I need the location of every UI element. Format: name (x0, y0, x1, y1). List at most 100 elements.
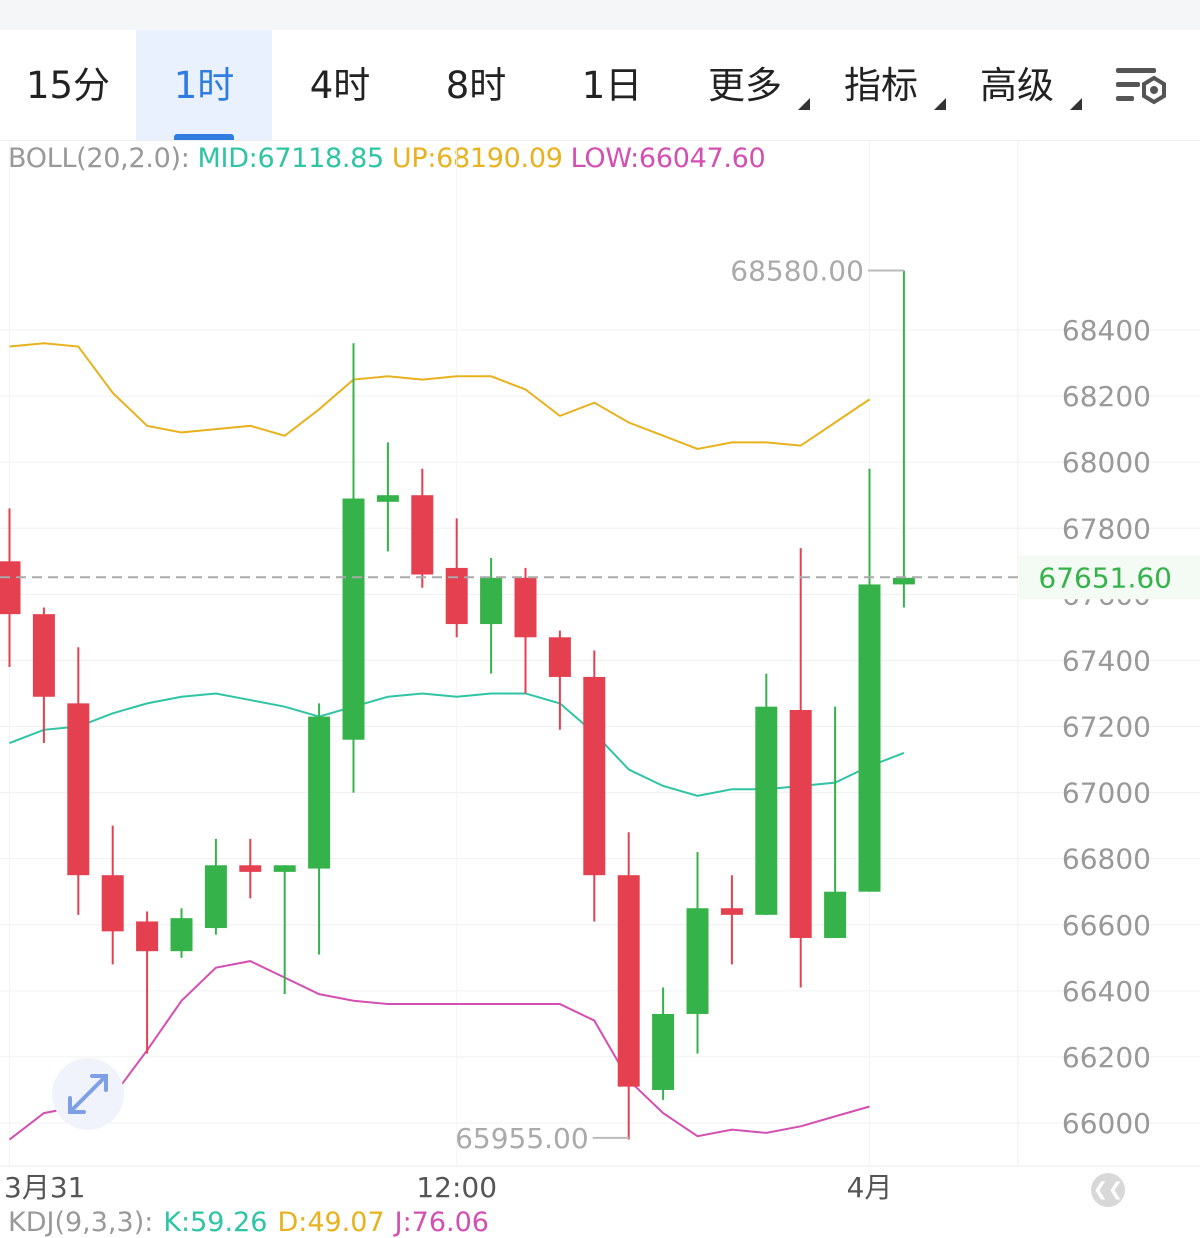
boll-legend: BOLL(20,2.0): MID:67118.85 UP:68190.09 LOW:… (8, 143, 773, 174)
candle (480, 557, 503, 674)
low-annotation-label: 65955.00 (455, 1122, 589, 1155)
candle (136, 911, 159, 1054)
kdj-d-value: D:49.07 (277, 1207, 385, 1238)
boll-label: BOLL(20,2.0): (8, 143, 190, 174)
scroll-to-latest-button[interactable]: ❮❮ (1091, 1173, 1125, 1207)
time-tick-label: 3月31 (4, 1171, 85, 1204)
last-price-badge (1018, 555, 1200, 600)
candle (548, 630, 571, 730)
candle (411, 468, 434, 588)
chart-settings-icon[interactable] (1112, 62, 1172, 112)
kdj-j-value: J:76.06 (394, 1207, 489, 1238)
candle-body (720, 908, 743, 915)
candle-body (892, 577, 915, 585)
candle-body (824, 891, 847, 938)
candle-body (101, 875, 124, 932)
kdj-label: KDJ(9,3,3): (8, 1207, 154, 1238)
candle (308, 703, 331, 955)
candle-body (755, 706, 778, 915)
candle-body (204, 865, 227, 929)
kdj-legend: KDJ(9,3,3): K:59.26 D:49.07 J:76.06 (8, 1207, 499, 1238)
candle-body (239, 865, 262, 872)
candle-body (67, 703, 90, 876)
candle (755, 673, 778, 915)
candle-body (32, 614, 55, 697)
boll-up-line (9, 342, 871, 450)
price-tick-label: 66000 (1062, 1107, 1151, 1140)
price-tick-label: 67200 (1062, 711, 1151, 744)
candle-body (514, 577, 537, 638)
boll-mid-value: MID:67118.85 (197, 143, 385, 174)
candle (170, 908, 193, 958)
candle-body (0, 561, 21, 615)
active-tab-indicator (174, 134, 234, 140)
candle-body (342, 498, 365, 740)
candle-body (376, 495, 399, 502)
k-scroll-icon: ❮❮ (1092, 1179, 1124, 1200)
candle (617, 832, 640, 1140)
candle (101, 825, 124, 965)
high-annotation-label: 68580.00 (730, 255, 864, 288)
dropdown-corner-icon (934, 98, 946, 110)
candle (0, 508, 21, 668)
boll-low-value: LOW:66047.60 (570, 143, 766, 174)
candle-body (170, 918, 193, 952)
candle (239, 838, 262, 899)
candle-body (548, 637, 571, 677)
candle (204, 838, 227, 935)
price-tick-label: 66600 (1062, 909, 1151, 942)
tab-4h[interactable]: 4时 (309, 64, 371, 107)
candle (376, 442, 399, 552)
candle (342, 343, 365, 793)
tab-1d[interactable]: 1日 (581, 64, 643, 107)
dropdown-corner-icon (798, 98, 810, 110)
candle (652, 987, 675, 1100)
price-tick-label: 66200 (1062, 1041, 1151, 1074)
candle (824, 706, 847, 938)
tab-8h[interactable]: 8时 (445, 64, 507, 107)
candle-body (617, 875, 640, 1087)
candle-body (583, 676, 606, 876)
kdj-k-value: K:59.26 (163, 1207, 268, 1238)
time-tick-label: 12:00 (416, 1171, 497, 1204)
time-tick-label: 4月 (847, 1171, 893, 1204)
boll-up-value: UP:68190.09 (391, 143, 563, 174)
price-tick-label: 67800 (1062, 512, 1151, 545)
price-tick-label: 67000 (1062, 777, 1151, 810)
candle (32, 607, 55, 744)
tab-indicators-dropdown[interactable]: 指标 (836, 30, 948, 140)
tab-more-dropdown[interactable]: 更多 (700, 30, 812, 140)
candlestick-chart[interactable]: 66000 66200 66400 66600 66800 67000 67200 67400… (0, 141, 1200, 1207)
candle (67, 647, 90, 915)
candle (686, 852, 709, 1054)
candle-body (273, 865, 296, 872)
candle (273, 865, 296, 995)
candle-body (445, 567, 468, 625)
tab-advanced-dropdown[interactable]: 高级 (972, 30, 1084, 140)
price-tick-label: 68400 (1062, 314, 1151, 347)
tab-1h[interactable]: 1时 (136, 30, 272, 140)
candle-body (411, 495, 434, 575)
candle (858, 468, 881, 892)
price-tick-label: 66800 (1062, 843, 1151, 876)
candle-body (789, 709, 812, 938)
candle-body (652, 1013, 675, 1090)
price-tick-label: 68000 (1062, 446, 1151, 479)
candle (583, 650, 606, 922)
boll-mid-line (9, 692, 905, 797)
candle (789, 548, 812, 988)
boll-low-line (8, 960, 870, 1141)
expand-chart-button[interactable] (52, 1058, 124, 1130)
candle-body (686, 908, 709, 1014)
candle-body (858, 584, 881, 892)
tab-15m[interactable]: 15分 (25, 64, 111, 107)
candle-body (480, 577, 503, 625)
candle (892, 270, 915, 608)
expand-arrows-icon (68, 1074, 108, 1114)
candle-body (308, 716, 331, 869)
interval-tab-bar: 15分 1时 4时 8时 1日 更多 指标 高级 (0, 30, 1200, 141)
price-tick-label: 66400 (1062, 975, 1151, 1008)
status-strip (0, 0, 1200, 30)
candle (514, 567, 537, 694)
price-tick-label: 68200 (1062, 380, 1151, 413)
